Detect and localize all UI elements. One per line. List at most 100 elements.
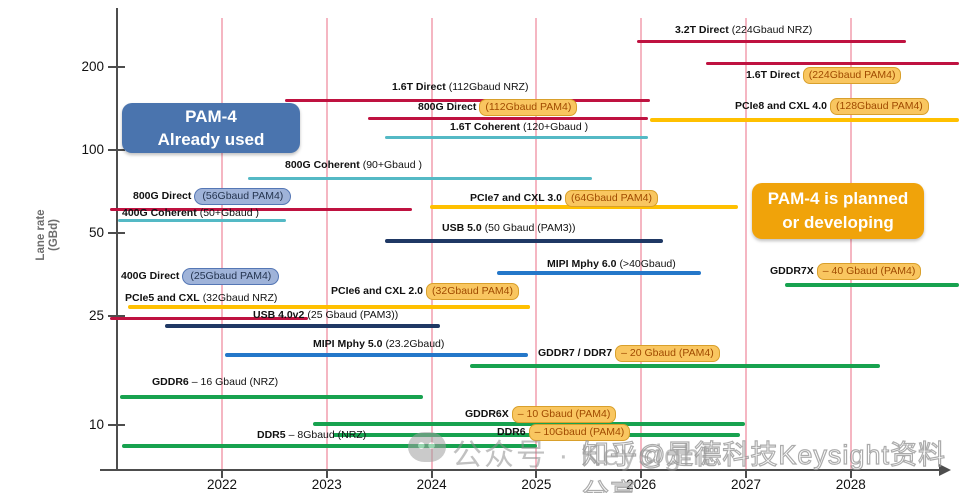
series-line: [118, 219, 286, 222]
series-label: DDR6– 10Gbaud (PAM4): [497, 424, 631, 441]
series-label: PCIe7 and CXL 3.0 (64Gbaud PAM4): [470, 190, 658, 207]
series-label: GDDR7X – 40 Gbaud (PAM4): [770, 263, 922, 280]
x-axis-label: 2026: [626, 477, 657, 492]
series-detail: – 8Gbaud (NRZ): [288, 429, 367, 441]
year-gridline: [430, 18, 433, 470]
series-line: [285, 99, 650, 102]
x-axis-tick: [325, 469, 328, 478]
y-axis-tick: [108, 314, 125, 317]
series-label: GDDR6X – 10 Gbaud (PAM4): [465, 406, 617, 423]
series-name: GDDR6: [152, 376, 189, 388]
series-label: 3.2T Direct (224Gbaud NRZ): [675, 24, 812, 37]
x-axis-label: 2028: [835, 477, 866, 492]
series-name: MIPI Mphy 5.0: [313, 338, 383, 350]
y-axis-line: [116, 8, 118, 471]
series-label: 1.6T Coherent (120+Gbaud ): [450, 121, 588, 134]
series-label: GDDR7 / DDR7– 20 Gbaud (PAM4): [538, 345, 720, 362]
year-gridline: [325, 18, 328, 470]
callout-line: or developing: [782, 213, 894, 232]
series-name: 400G Coherent: [122, 207, 197, 219]
year-gridline: [745, 18, 747, 470]
series-detail: (224Gbaud NRZ): [731, 24, 813, 36]
series-label: 800G Direct (112Gbaud PAM4): [418, 99, 578, 116]
series-detail-highlighted: (32Gbaud PAM4): [426, 283, 519, 300]
series-line: [497, 271, 701, 275]
series-line: [385, 136, 648, 139]
pam4-already-used-callout: PAM-4 Already used: [122, 103, 300, 153]
series-name: 1.6T Direct: [392, 81, 446, 93]
series-label: MIPI Mphy 5.0 (23.2Gbaud): [313, 338, 444, 351]
series-line: [313, 422, 745, 426]
series-line: [110, 208, 412, 211]
series-detail: (50+Gbaud ): [199, 207, 259, 219]
series-detail: (90+Gbaud ): [362, 159, 422, 171]
x-axis-label: 2022: [206, 477, 238, 492]
series-line: [248, 177, 592, 180]
y-axis-tick: [108, 66, 125, 69]
series-line: [385, 239, 663, 243]
callout-line: PAM-4 is planned: [767, 189, 909, 208]
x-axis-arrow-icon: [939, 464, 951, 476]
series-detail-highlighted: – 20 Gbaud (PAM4): [615, 345, 720, 362]
series-line: [122, 444, 537, 448]
x-axis-label: 2024: [416, 477, 447, 492]
y-axis-tick: [108, 149, 125, 151]
series-name: DDR6: [497, 426, 526, 438]
series-detail-highlighted: (224Gbaud PAM4): [802, 67, 902, 84]
series-detail: (23.2Gbaud): [385, 338, 445, 350]
x-axis-tick: [745, 469, 747, 478]
callout-line: Already used: [157, 130, 265, 149]
series-line: [225, 353, 528, 357]
x-axis-label: 2027: [730, 477, 762, 492]
series-detail-highlighted: (64Gbaud PAM4): [565, 190, 658, 207]
y-axis-label: 200: [81, 59, 104, 75]
series-detail-highlighted: (112Gbaud PAM4): [479, 99, 578, 116]
series-name: 800G Direct: [418, 101, 477, 113]
x-axis-tick: [849, 469, 852, 478]
series-name: 800G Coherent: [285, 159, 360, 171]
series-label: 400G Direct (25Gbaud PAM4): [121, 268, 280, 285]
x-axis-line: [100, 469, 942, 471]
year-gridline: [849, 18, 852, 470]
series-label: USB 5.0 (50 Gbaud (PAM3)): [442, 222, 576, 235]
series-label: 1.6T Direct (112Gbaud NRZ): [392, 81, 528, 94]
series-name: 400G Direct: [121, 270, 180, 282]
y-axis-title: Lane rate (GBd): [35, 193, 61, 277]
series-detail-highlighted: – 40 Gbaud (PAM4): [816, 263, 922, 280]
year-gridline: [535, 18, 538, 470]
series-name: 3.2T Direct: [675, 24, 729, 36]
series-name: PCIe8 and CXL 4.0: [735, 100, 828, 112]
series-name: MIPI Mphy 6.0: [547, 258, 617, 270]
series-name: GDDR6X: [465, 408, 509, 420]
series-detail-highlighted: (25Gbaud PAM4): [182, 268, 280, 285]
x-axis-tick: [535, 469, 538, 478]
x-axis-label: 2023: [311, 477, 342, 492]
series-detail: (25 Gbaud (PAM3)): [307, 309, 399, 321]
series-name: 1.6T Direct: [746, 69, 800, 81]
series-label: 800G Coherent (90+Gbaud ): [285, 159, 422, 172]
series-line: [330, 305, 530, 309]
series-line: [706, 62, 959, 65]
series-line: [120, 395, 423, 399]
series-label: 1.6T Direct (224Gbaud PAM4): [746, 67, 902, 84]
x-axis-tick: [221, 469, 223, 478]
series-detail: (120+Gbaud ): [523, 121, 589, 133]
y-axis-tick: [108, 231, 125, 234]
series-line: [785, 283, 959, 287]
series-detail: (112Gbaud NRZ): [448, 81, 529, 93]
series-line: [637, 40, 906, 43]
series-label: MIPI Mphy 6.0 (>40Gbaud): [547, 258, 676, 271]
series-name: 1.6T Coherent: [450, 121, 521, 133]
series-label: USB 4.0v2 (25 Gbaud (PAM3)): [253, 309, 398, 322]
series-name: GDDR7X: [770, 265, 814, 277]
x-axis-tick: [430, 469, 433, 478]
series-line: [128, 305, 530, 309]
series-name: 800G Direct: [133, 190, 192, 202]
series-label: 400G Coherent (50+Gbaud ): [122, 207, 259, 220]
series-detail-highlighted: (128Gbaud PAM4): [830, 98, 929, 115]
series-detail: (32Gbaud NRZ): [202, 292, 278, 304]
series-detail: (50 Gbaud (PAM3)): [484, 222, 576, 234]
year-gridline: [640, 18, 643, 470]
